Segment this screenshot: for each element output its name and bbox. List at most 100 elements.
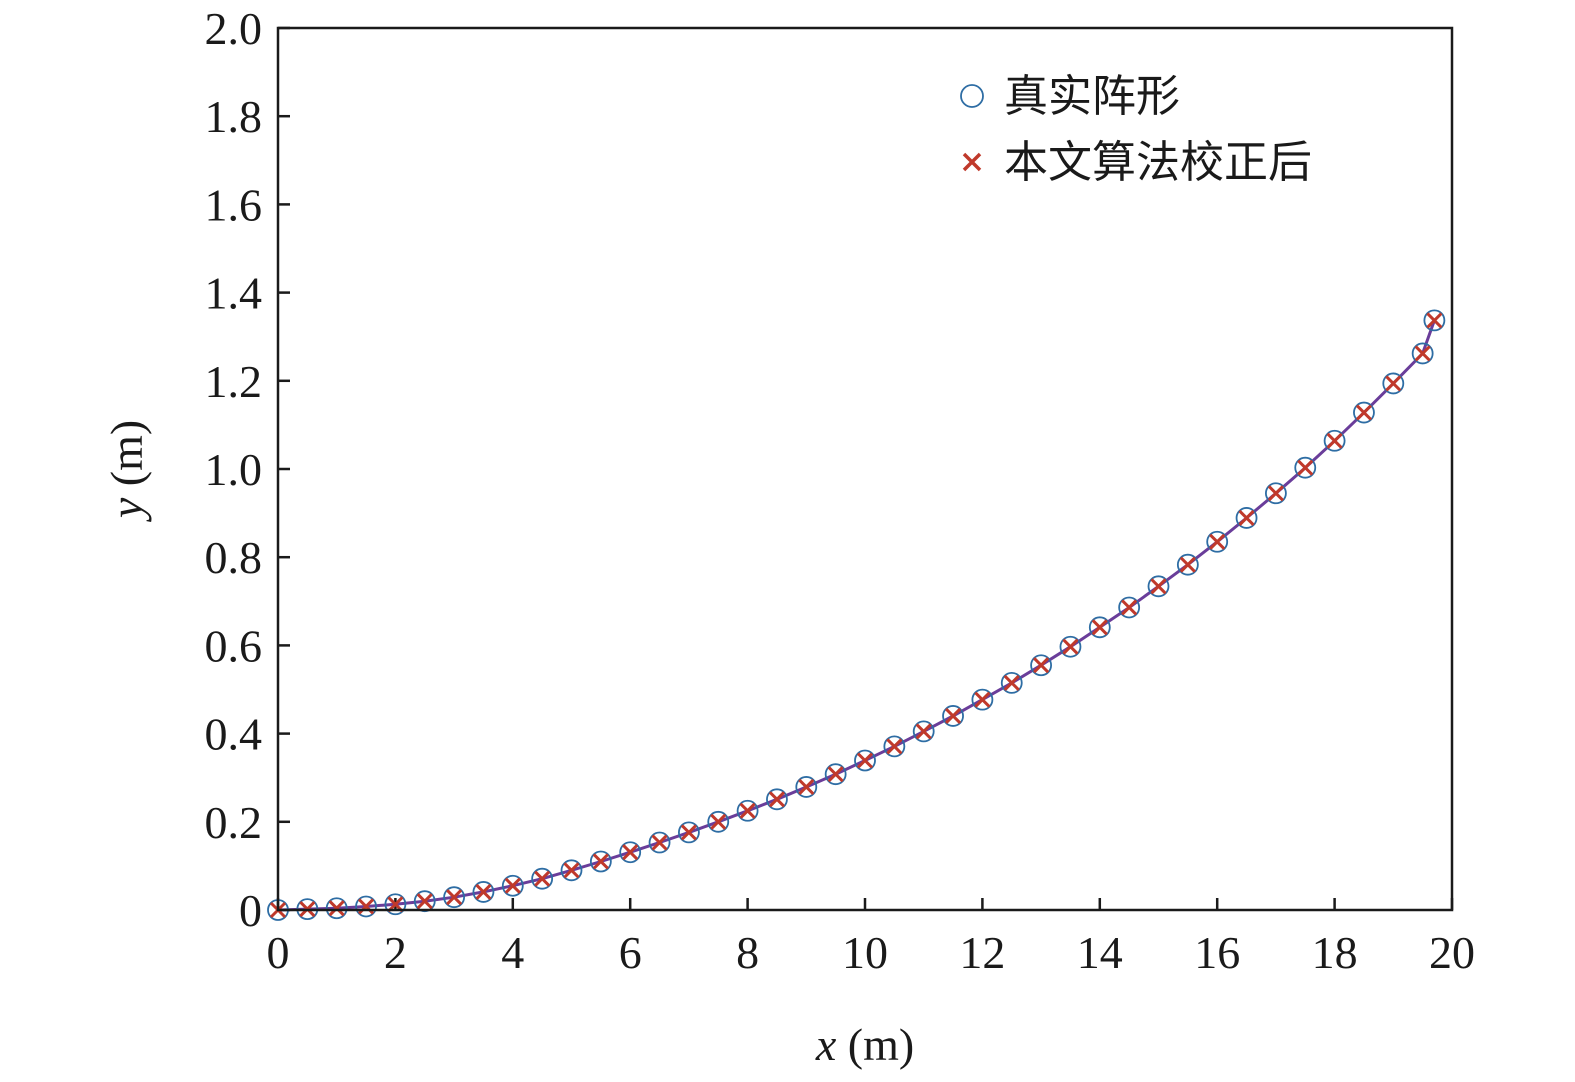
y-tick-label: 1.4	[205, 268, 263, 319]
corrected-point	[1091, 619, 1108, 636]
x-tick-label: 10	[842, 927, 888, 978]
corrected-point	[1326, 432, 1343, 449]
corrected-point	[446, 889, 463, 906]
true-shape-point	[1030, 654, 1052, 677]
corrected-point	[915, 723, 932, 740]
corrected-point	[1209, 533, 1226, 550]
corrected-point	[1179, 556, 1196, 573]
y-axis-label: y (m)	[101, 420, 152, 522]
true-shape-point	[472, 881, 495, 903]
true-shape-point	[707, 810, 730, 833]
true-shape-point	[355, 895, 377, 918]
corrected-point	[328, 900, 345, 917]
y-tick-label: 1.2	[205, 356, 263, 407]
x-tick-label: 20	[1429, 927, 1475, 978]
true-shape-point	[560, 859, 583, 882]
corrected-point	[1033, 657, 1050, 674]
x-tick-label: 2	[384, 927, 407, 978]
x-axis-ticks: 0 2 4 6 8 10 12 14 16 18 20	[267, 898, 1475, 978]
corrected-point	[1297, 459, 1314, 476]
y-tick-label: 0.6	[205, 620, 263, 671]
y-tick-label: 1.0	[205, 444, 263, 495]
true-shape-point	[824, 763, 847, 786]
corrected-point	[974, 691, 991, 708]
x-tick-label: 0	[267, 927, 290, 978]
x-tick-label: 4	[501, 927, 524, 978]
corrected-point	[592, 853, 609, 870]
legend-circle-marker	[960, 84, 984, 108]
true-shape-point	[1176, 553, 1199, 576]
legend-item-true-shape: 真实阵形	[960, 71, 1180, 122]
y-tick-label: 1.8	[205, 91, 263, 142]
corrected-point	[651, 834, 668, 851]
y-axis-ticks: 0 0.2 0.4 0.6 0.8 1.0 1.2 1.4 1.6 1.8 2.0	[205, 3, 290, 936]
y-tick-label: 0.4	[205, 709, 263, 760]
true-shape-point	[1088, 616, 1111, 639]
corrected-point	[1267, 485, 1284, 502]
true-shape-point	[1382, 372, 1405, 395]
true-shape-point	[854, 749, 876, 772]
corrected-point	[944, 707, 962, 725]
y-tick-label: 0.2	[205, 797, 263, 848]
plot-frame	[276, 26, 1454, 912]
x-tick-label: 14	[1077, 927, 1123, 978]
true-shape-point	[1411, 342, 1434, 365]
x-tick-label: 18	[1312, 927, 1358, 978]
x-tick-label: 16	[1194, 927, 1240, 978]
x-axis-label: x (m)	[815, 1019, 914, 1070]
corrected-point	[1355, 404, 1373, 421]
true-shape-point	[971, 688, 994, 711]
true-shape-point	[619, 841, 642, 864]
fit-line	[277, 319, 1436, 912]
corrected-point	[710, 813, 727, 830]
true-shape-point	[443, 886, 466, 909]
legend-label-true-shape: 真实阵形	[1004, 71, 1180, 122]
true-shape-point	[1059, 635, 1082, 658]
true-shape-point	[589, 850, 612, 873]
corrected-point	[1121, 599, 1138, 616]
true-shape-point	[1353, 401, 1375, 424]
x-tick-label: 12	[959, 927, 1005, 978]
legend-label-corrected: 本文算法校正后	[1004, 137, 1312, 188]
y-tick-label: 2.0	[205, 3, 263, 54]
true-shape-point	[1235, 507, 1258, 529]
y-tick-label: 0.8	[205, 532, 263, 583]
true-shape-point	[766, 788, 788, 811]
legend: 真实阵形 本文算法校正后	[960, 71, 1312, 188]
corrected-point	[416, 893, 433, 910]
corrected-point	[475, 883, 492, 900]
corrected-point	[1426, 312, 1443, 329]
true-shape-point	[648, 831, 671, 854]
corrected-point	[798, 778, 815, 796]
true-shape-point	[1323, 429, 1346, 452]
true-shape-point	[736, 799, 759, 822]
true-shape-point	[883, 735, 906, 758]
y-axis-unit: (m)	[101, 420, 152, 498]
true-shape-point	[384, 893, 407, 916]
true-shape-point	[1118, 596, 1141, 619]
plot-area	[267, 309, 1446, 921]
true-shape-point	[1000, 671, 1023, 694]
y-tick-label: 0	[239, 885, 262, 936]
true-shape-point	[531, 867, 554, 890]
x-axis-variable: x	[815, 1019, 837, 1070]
true-shape-point	[501, 874, 524, 897]
corrected-point	[680, 824, 697, 841]
corrected-point	[1414, 345, 1431, 362]
corrected-point	[1003, 674, 1020, 691]
true-shape-point	[795, 776, 818, 798]
true-shape-point	[1206, 530, 1229, 553]
true-shape-point	[942, 705, 964, 727]
corrected-point	[622, 844, 639, 861]
true-shape-point	[1265, 482, 1287, 505]
legend-cross-marker	[962, 152, 982, 172]
true-shape-point	[912, 720, 935, 743]
corrected-point	[1238, 509, 1255, 527]
corrected-point	[768, 791, 786, 808]
corrected-point	[827, 766, 844, 783]
corrected-point	[739, 802, 756, 819]
true-shape-point	[1294, 456, 1317, 479]
true-shape-point	[1147, 575, 1170, 598]
true-shape-point	[678, 821, 700, 844]
corrected-point	[886, 738, 903, 755]
